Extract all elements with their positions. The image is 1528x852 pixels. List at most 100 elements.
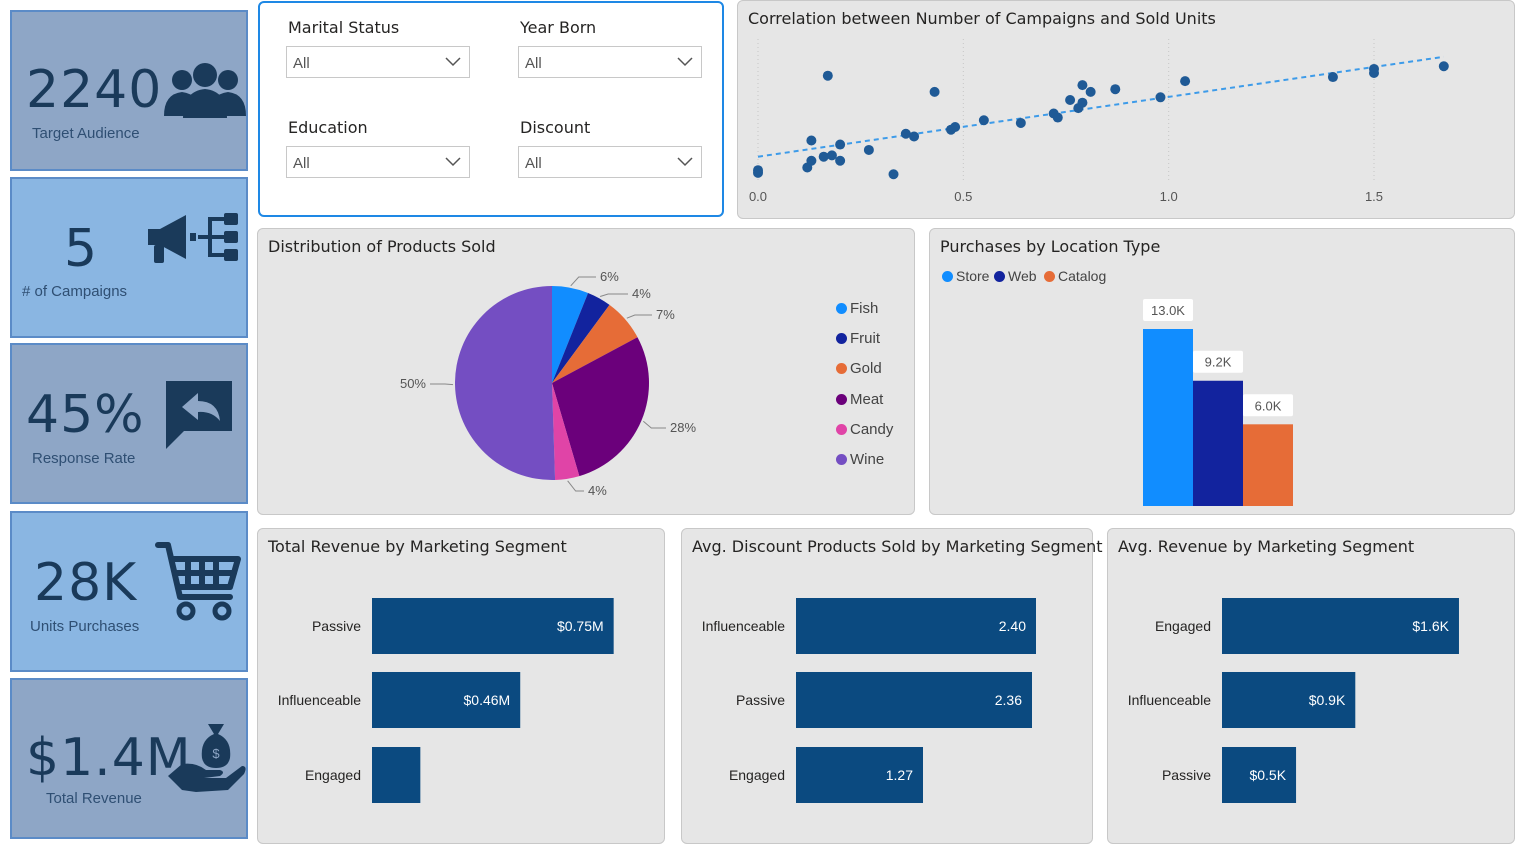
pie-chart: 6% 4% 7% 28% 4% 50% [400,269,696,498]
dropdown-value: All [293,155,310,172]
pie-data-label: 4% [632,286,651,301]
chart-title: Avg. Revenue by Marketing Segment [1118,537,1415,556]
leader-line [626,314,652,319]
chart-title: Distribution of Products Sold [268,237,496,256]
pie-data-label: 50% [400,376,426,391]
education-dropdown[interactable]: All [286,146,470,178]
category-label: Passive [1162,767,1211,783]
bar-passive [372,598,614,654]
avg-discount-panel: Avg. Discount Products Sold by Marketing… [681,528,1102,844]
category-label: Influenceable [702,618,786,634]
bar-data-label: $1.6K [1412,618,1449,634]
x-tick-label: 1.5 [1365,189,1383,204]
chevron-down-icon [677,157,693,167]
legend-item-web[interactable]: Web [994,268,1037,284]
location-chart-panel: Purchases by Location Type Store Web Catal… [929,228,1515,515]
slicer-label-marital-status: Marital Status [288,18,400,37]
legend-label: Candy [850,420,894,438]
bar-engaged [796,747,923,803]
bar-data-label: 13.0K [1151,303,1185,318]
legend-item-fruit[interactable]: Fruit [836,330,880,347]
trend-line [757,55,1444,158]
kpi-value: 2240 [26,60,163,120]
legend-label: Fish [850,300,879,317]
scatter-point [835,139,846,150]
bar-engaged [1222,598,1459,654]
bar-data-label: $0.75M [557,618,604,634]
legend-item-catalog[interactable]: Catalog [1044,268,1106,284]
legend-swatch [836,393,847,405]
legend-item-gold[interactable]: Gold [836,360,882,377]
leader-line [642,420,666,429]
bar-passive [796,672,1032,728]
legend-swatch [994,271,1005,282]
kpi-label: Target Audience [32,125,140,142]
data-label-bg [1193,350,1243,373]
scatter-chart: 0.0 0.5 1.0 1.5 [749,39,1449,204]
category-label: Influenceable [1128,692,1212,708]
leader-line [567,480,584,492]
discount-dropdown[interactable]: All [518,146,702,178]
legend-item-meat[interactable]: Meat [836,391,883,408]
pie-data-label: 4% [588,483,607,498]
bar-data-label: $0.46M [464,692,511,708]
scatter-point [1369,63,1379,74]
legend-item-fish[interactable]: Fish [836,300,878,317]
category-label: Influenceable [278,692,362,708]
bar-catalog [1243,424,1293,506]
bar-influenceable [796,598,1036,654]
legend-item-wine[interactable]: Wine [836,451,884,468]
scatter-point [950,122,961,132]
megaphone-icon [148,213,238,263]
scatter-point [1180,76,1191,87]
dropdown-value: All [525,55,542,72]
scatter-point [1052,112,1063,123]
chevron-down-icon [677,57,693,67]
pie-chart-panel: Distribution of Products Sold 6% 4% 7% 28% 4… [257,228,915,515]
dropdown-value: All [293,55,310,72]
bar-data-label: 2.40 [999,618,1026,634]
total-revenue-panel: Total Revenue by Marketing Segment Passi… [257,528,665,844]
scatter-point [1077,97,1088,108]
kpi-card-target-audience: 2240 Target Audience [10,10,248,171]
scatter-point [1327,72,1338,83]
scatter-point [909,131,920,142]
data-label-bg [1143,299,1193,321]
legend-label: Store [956,268,990,284]
scatter-point [1015,117,1026,128]
legend-swatch [836,333,847,345]
leader-line [599,293,628,297]
scatter-point [818,151,829,162]
bar-data-label: 9.2K [1205,355,1232,370]
people-icon [164,63,246,118]
scatter-point [822,70,833,81]
legend-swatch [942,271,953,282]
category-label: Engaged [729,767,785,783]
year-born-dropdown[interactable]: All [518,46,702,78]
pie-data-label: 6% [600,269,619,284]
kpi-value: 5 [64,219,99,279]
pie-data-label: 28% [670,420,696,435]
legend-label: Gold [850,360,882,378]
avg-discount-bar-chart: Influenceable 2.40 Passive 2.36 Engaged 1.27 [702,598,1036,803]
total-revenue-bar-chart: Passive $0.75M Influenceable $0.46M Engaged [278,598,614,803]
scatter-point [1155,92,1166,103]
legend-swatch [836,303,847,314]
scatter-point [806,135,817,146]
bar-data-label: $0.9K [1309,692,1346,708]
marital-status-dropdown[interactable]: All [286,46,470,78]
chevron-down-icon [445,57,461,67]
bar-web [1193,380,1243,506]
scatter-point [826,150,837,161]
kpi-card-response-rate: 45% Response Rate [10,343,248,504]
category-label: Engaged [305,767,361,783]
bar-store [1143,329,1193,506]
legend-item-store[interactable]: Store [942,268,989,284]
bar-passive [1222,747,1297,803]
legend-item-candy[interactable]: Candy [836,421,893,438]
data-label-bg [1243,394,1293,417]
x-tick-label: 0.0 [749,189,767,204]
legend-label: Wine [850,451,885,468]
legend-label: Fruit [850,330,880,348]
scatter-point [806,155,817,166]
